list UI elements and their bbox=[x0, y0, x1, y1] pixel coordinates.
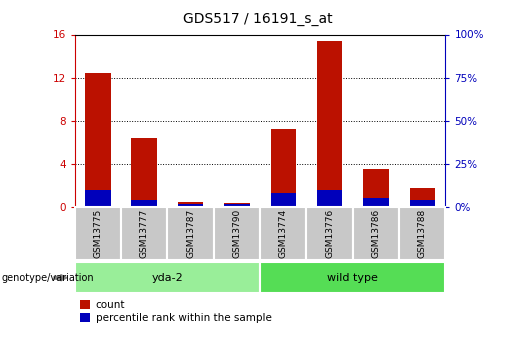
Text: GSM13777: GSM13777 bbox=[140, 209, 149, 258]
Text: wild type: wild type bbox=[328, 273, 378, 283]
Bar bbox=[178, 201, 203, 207]
Bar bbox=[167, 207, 214, 260]
Bar bbox=[85, 190, 111, 207]
Bar bbox=[178, 204, 203, 207]
Bar bbox=[260, 207, 306, 260]
Bar bbox=[75, 207, 121, 260]
Text: GSM13786: GSM13786 bbox=[371, 209, 381, 258]
Legend: count, percentile rank within the sample: count, percentile rank within the sample bbox=[80, 300, 271, 323]
Text: GSM13790: GSM13790 bbox=[232, 209, 242, 258]
Bar bbox=[224, 204, 250, 207]
Bar bbox=[131, 138, 157, 207]
Bar bbox=[270, 129, 296, 207]
Bar bbox=[409, 188, 435, 207]
Bar bbox=[317, 41, 342, 207]
Bar bbox=[75, 262, 260, 293]
Bar bbox=[121, 207, 167, 260]
Bar bbox=[353, 207, 399, 260]
Text: GSM13788: GSM13788 bbox=[418, 209, 427, 258]
Bar bbox=[131, 200, 157, 207]
Bar bbox=[224, 203, 250, 207]
Bar bbox=[317, 190, 342, 207]
Text: GSM13775: GSM13775 bbox=[93, 209, 102, 258]
Bar bbox=[363, 198, 389, 207]
Text: GSM13776: GSM13776 bbox=[325, 209, 334, 258]
Text: GSM13787: GSM13787 bbox=[186, 209, 195, 258]
Text: genotype/variation: genotype/variation bbox=[1, 273, 94, 283]
Bar bbox=[85, 73, 111, 207]
Text: GDS517 / 16191_s_at: GDS517 / 16191_s_at bbox=[183, 12, 332, 26]
Bar bbox=[306, 207, 353, 260]
Bar bbox=[270, 193, 296, 207]
Bar bbox=[260, 262, 445, 293]
Bar bbox=[399, 207, 445, 260]
Text: yda-2: yda-2 bbox=[151, 273, 183, 283]
Text: GSM13774: GSM13774 bbox=[279, 209, 288, 258]
Bar bbox=[214, 207, 260, 260]
Bar bbox=[409, 200, 435, 207]
Bar bbox=[363, 169, 389, 207]
